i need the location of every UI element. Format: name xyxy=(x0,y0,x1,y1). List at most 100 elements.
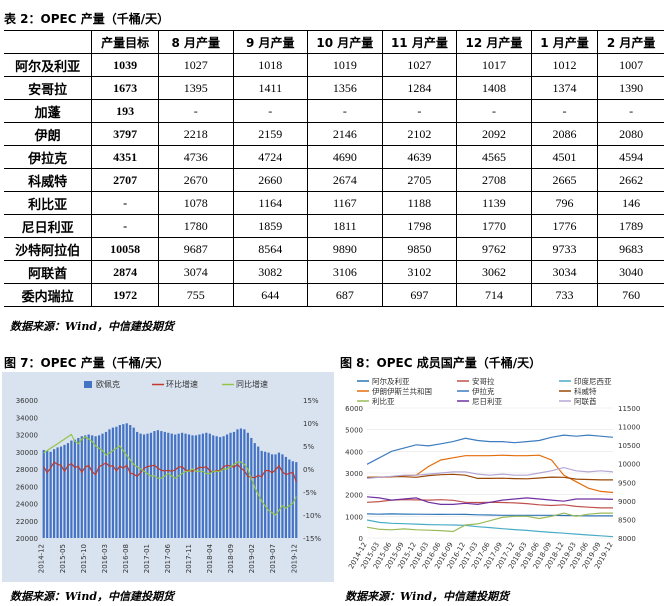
y-axis-left-tick-label: 22000 xyxy=(16,518,38,526)
bar-opec xyxy=(184,433,187,538)
bar-opec xyxy=(101,433,104,538)
y-axis-left-tick-label: 26000 xyxy=(16,483,38,491)
bar-opec xyxy=(181,432,184,538)
production-cell: 9687 xyxy=(158,237,234,261)
y-axis-left-tick-label: 30000 xyxy=(16,449,38,457)
country-name-cell: 安哥拉 xyxy=(4,76,93,100)
bar-opec xyxy=(250,437,253,538)
bar-opec xyxy=(208,433,211,538)
production-cell: 1356 xyxy=(307,76,383,100)
bar-opec xyxy=(295,462,298,538)
x-axis-tick-label: 2016-08 xyxy=(122,544,130,573)
production-cell: 4724 xyxy=(233,145,309,169)
bar-opec xyxy=(167,432,170,538)
figure8-source: 数据来源：Wind，中信建投期货 xyxy=(345,590,510,603)
production-cell: 2092 xyxy=(456,122,532,146)
legend-label: 印度尼西亚 xyxy=(574,376,612,386)
bar-opec xyxy=(212,435,215,538)
y-axis-right-tick-label: 9000 xyxy=(618,498,636,506)
production-cell: 2218 xyxy=(158,122,234,146)
production-cell: 9683 xyxy=(619,241,644,256)
line-yoy-growth xyxy=(43,433,297,516)
y-axis-right-tick-label: 15% xyxy=(303,397,319,405)
bar-opec xyxy=(66,443,70,538)
production-cell: 2086 xyxy=(531,122,599,146)
production-cell: 2665 xyxy=(531,168,599,192)
x-axis-tick-label: 2015-10 xyxy=(80,544,88,573)
figure7-source: 数据来源：Wind，中信建投期货 xyxy=(10,590,175,603)
y-axis-left-tick-label: 36000 xyxy=(16,397,38,405)
legend-label: 阿尔及利亚 xyxy=(372,376,410,386)
y-axis-right-tick-label: 9500 xyxy=(618,479,636,487)
x-axis-tick-label: 2016-03 xyxy=(101,544,109,573)
production-cell: 1167 xyxy=(307,191,383,215)
production-cell: 4736 xyxy=(158,145,234,169)
production-cell: 1284 xyxy=(382,76,458,100)
series-line xyxy=(366,496,614,506)
table-header-cell: 11 月产量 xyxy=(382,30,458,54)
bar-opec xyxy=(42,450,45,538)
table-header-cell: 9 月产量 xyxy=(233,30,309,54)
table-header-cell: 1 月产量 xyxy=(531,30,599,54)
target-cell: 1039 xyxy=(91,53,159,77)
y-axis-left-tick-label: 2000 xyxy=(345,492,363,500)
table-header-cell: 12 月产量 xyxy=(456,30,532,54)
production-cell: 9733 xyxy=(531,237,599,261)
production-cell: 1395 xyxy=(158,76,234,100)
production-cell: 1027 xyxy=(382,53,458,77)
bar-opec xyxy=(118,425,121,538)
country-name-cell: 尼日利亚 xyxy=(4,214,93,238)
bar-opec xyxy=(219,437,222,538)
bar-opec xyxy=(239,428,243,538)
y-axis-left-tick-label: 3000 xyxy=(345,470,363,478)
production-cell: 1019 xyxy=(307,53,383,77)
y-axis-right-tick-label: 0% xyxy=(303,466,314,474)
production-cell: 796 xyxy=(531,191,599,215)
bar-opec xyxy=(129,425,132,538)
y-axis-left-tick-label: 32000 xyxy=(16,432,38,440)
production-cell: 2660 xyxy=(233,168,309,192)
opec-production-table: 产量目标 8 月产量 9 月产量 10 月产量 11 月产量 12 月产量 1 月产量 2 月… xyxy=(4,30,664,307)
bar-opec xyxy=(201,433,204,538)
legend-label: 环比增速 xyxy=(166,379,198,389)
production-cell: - xyxy=(233,99,309,123)
bar-opec xyxy=(59,446,63,538)
legend-label: 伊朗伊斯兰共和国 xyxy=(372,386,432,396)
production-cell: 1012 xyxy=(531,53,599,77)
bar-opec xyxy=(77,437,80,538)
bar-opec xyxy=(94,436,97,538)
y-axis-left-tick-label: 5000 xyxy=(345,427,363,435)
y-axis-right-tick-label: 8500 xyxy=(618,516,636,524)
table-row: 阿尔及利亚 1039 1027 1018 1019 1027 1017 1012 1007 xyxy=(4,53,664,77)
x-axis-tick-label: 2014-12 xyxy=(38,544,46,573)
production-cell: 1798 xyxy=(382,214,458,238)
bar-opec xyxy=(153,431,156,538)
y-axis-right-tick-label: 10500 xyxy=(618,442,640,450)
legend-label: 欧佩克 xyxy=(96,379,120,389)
production-cell: 1188 xyxy=(382,191,458,215)
bar-opec xyxy=(70,440,73,538)
production-cell: 1007 xyxy=(619,57,644,72)
target-cell: 2707 xyxy=(91,168,159,192)
production-cell: 146 xyxy=(622,195,641,210)
production-cell: 733 xyxy=(531,283,599,307)
production-cell: 1164 xyxy=(233,191,309,215)
country-name-cell: 加蓬 xyxy=(4,99,93,123)
production-cell: 1139 xyxy=(456,191,532,215)
table-row: 利比亚 -1078 1164 1167 1188 1139 796 146 xyxy=(4,191,664,215)
bar-opec xyxy=(146,433,149,538)
table-header-cell: 8 月产量 xyxy=(158,30,234,54)
target-cell: 193 xyxy=(91,99,159,123)
production-cell: 2662 xyxy=(619,172,644,187)
bar-opec xyxy=(46,450,49,538)
figure7-caption: 图 7：OPEC 产量（千桶/天） xyxy=(4,356,170,370)
bar-opec xyxy=(49,451,52,538)
bar-opec xyxy=(115,426,118,538)
country-name-cell: 阿尔及利亚 xyxy=(4,53,93,77)
bar-opec xyxy=(125,423,128,538)
bar-opec xyxy=(132,427,135,538)
bar-opec xyxy=(156,430,159,538)
production-cell: 1789 xyxy=(619,218,644,233)
bar-opec xyxy=(284,456,287,538)
production-cell: 1374 xyxy=(531,76,599,100)
